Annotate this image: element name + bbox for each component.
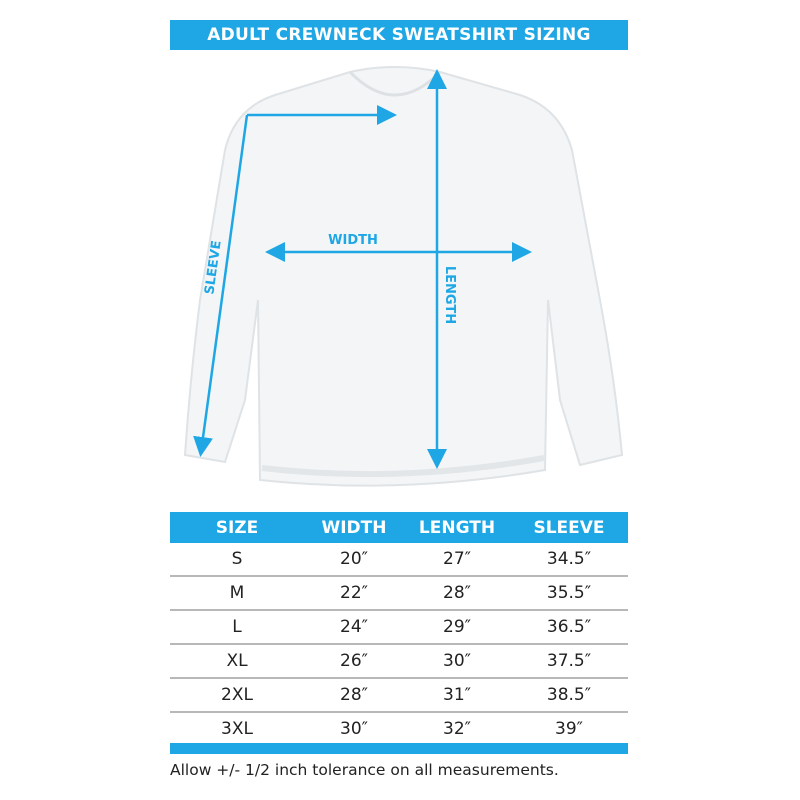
cell-width: 28″ xyxy=(304,678,404,713)
width-label: WIDTH xyxy=(328,233,378,248)
page-title: ADULT CREWNECK SWEATSHIRT SIZING xyxy=(170,20,628,50)
cell-sleeve: 34.5″ xyxy=(510,543,628,577)
table-header: SIZE WIDTH LENGTH SLEEVE xyxy=(170,512,628,543)
table-row: L 24″ 29″ 36.5″ xyxy=(170,610,628,645)
length-label: LENGTH xyxy=(442,266,457,324)
sweatshirt-illustration xyxy=(183,66,624,487)
cell-sleeve: 36.5″ xyxy=(510,610,628,645)
cell-width: 26″ xyxy=(304,644,404,679)
header-sleeve: SLEEVE xyxy=(510,512,628,543)
sweatshirt-diagram: WIDTH LENGTH SLEEVE xyxy=(183,66,624,487)
cell-length: 32″ xyxy=(443,719,471,739)
cell-sleeve: 39″ xyxy=(555,719,583,739)
table-row: S 20″ 27″ 34.5″ xyxy=(170,543,628,577)
cell-size: M xyxy=(170,576,304,611)
cell-size: 3XL xyxy=(221,719,253,739)
cell-width: 24″ xyxy=(304,610,404,645)
table-row: 3XL 30″ 32″ 39″ xyxy=(170,712,628,745)
table-row: 2XL 28″ 31″ 38.5″ xyxy=(170,678,628,713)
cell-length: 29″ xyxy=(404,610,510,645)
table-row: M 22″ 28″ 35.5″ xyxy=(170,576,628,611)
header-size: SIZE xyxy=(170,512,304,543)
cell-length: 30″ xyxy=(404,644,510,679)
cell-sleeve: 38.5″ xyxy=(510,678,628,713)
cell-size: S xyxy=(170,543,304,577)
cell-sleeve: 35.5″ xyxy=(510,576,628,611)
header-length: LENGTH xyxy=(404,512,510,543)
cell-length: 28″ xyxy=(404,576,510,611)
cell-sleeve: 37.5″ xyxy=(510,644,628,679)
cell-size: L xyxy=(170,610,304,645)
cell-size: 2XL xyxy=(170,678,304,713)
cell-length: 31″ xyxy=(404,678,510,713)
sleeve-arrow xyxy=(193,114,249,457)
cell-length: 27″ xyxy=(404,543,510,577)
header-width: WIDTH xyxy=(304,512,404,543)
table-row: XL 26″ 30″ 37.5″ xyxy=(170,644,628,679)
sleeve-label: SLEEVE xyxy=(202,240,224,296)
cell-size: XL xyxy=(170,644,304,679)
cell-width: 20″ xyxy=(304,543,404,577)
cell-width: 30″ xyxy=(340,719,368,739)
cell-width: 22″ xyxy=(304,576,404,611)
table-bottom-bar xyxy=(170,743,628,754)
tolerance-note: Allow +/- 1/2 inch tolerance on all meas… xyxy=(170,761,559,779)
